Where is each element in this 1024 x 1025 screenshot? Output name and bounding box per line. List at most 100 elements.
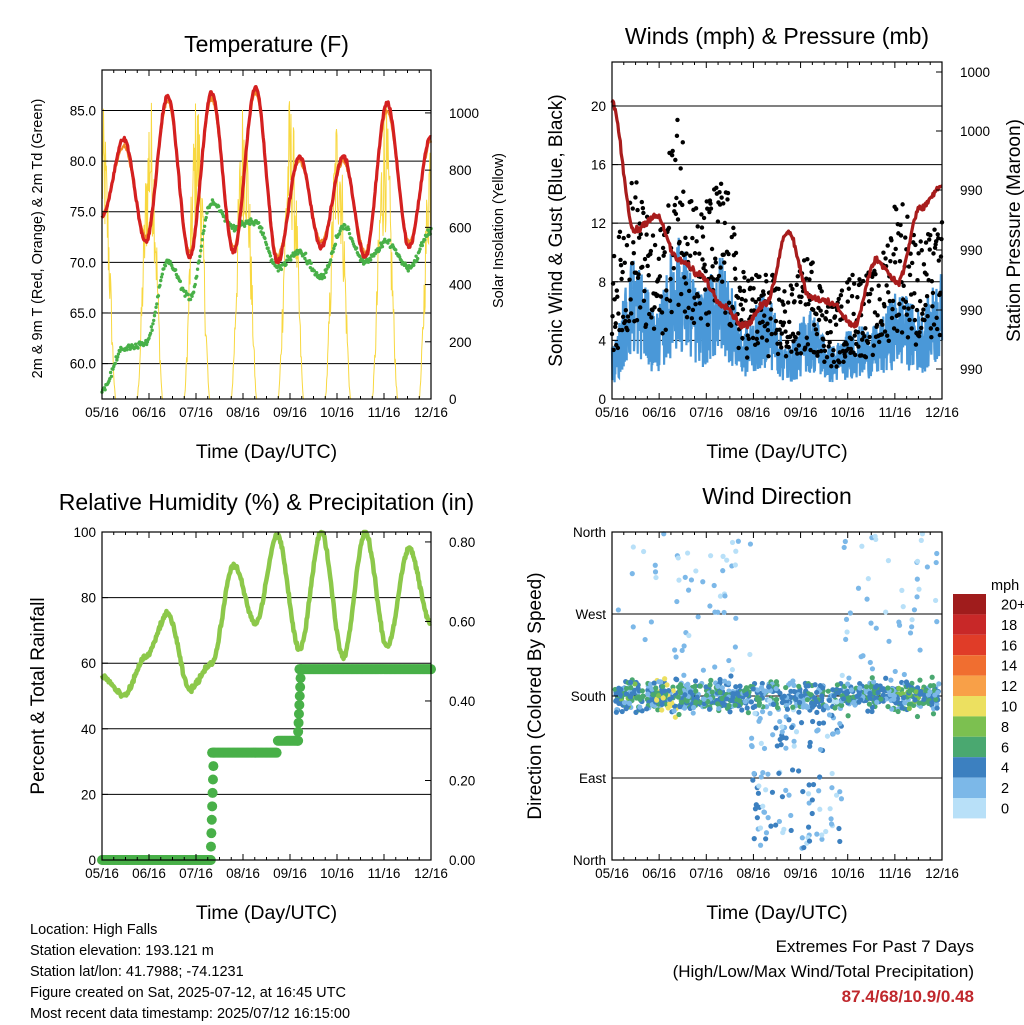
dewpoint-point [406, 269, 410, 273]
direction-point [703, 684, 709, 690]
gust-point [710, 264, 715, 269]
direction-point [783, 787, 789, 793]
dewpoint-point [260, 226, 264, 230]
gust-point [912, 291, 917, 296]
direction-point [796, 768, 802, 774]
direction-point [724, 696, 730, 702]
direction-point [628, 685, 634, 691]
gust-point [851, 281, 857, 286]
direction-point [825, 688, 831, 694]
gust-point [773, 331, 778, 336]
gust-point [815, 353, 820, 358]
gust-point [819, 289, 824, 294]
direction-point [752, 710, 758, 717]
gust-point [830, 352, 835, 358]
gust-point [623, 318, 628, 324]
gust-point [651, 326, 657, 331]
direction-point [661, 688, 668, 694]
gust-point [765, 327, 771, 333]
dewpoint-point [415, 256, 420, 261]
direction-point [774, 743, 780, 749]
gust-point [707, 209, 712, 215]
gust-point [822, 348, 828, 354]
direction-point [872, 533, 878, 539]
gust-point [681, 189, 686, 194]
direction-point [692, 678, 699, 684]
gust-point [756, 296, 762, 302]
gust-point [860, 330, 865, 336]
direction-point [717, 676, 723, 683]
direction-point [715, 701, 721, 707]
direction-point [820, 720, 827, 726]
dewpoint-point [158, 283, 162, 288]
gust-point [746, 336, 751, 342]
direction-point [868, 684, 874, 690]
dewpoint-point [279, 267, 284, 272]
dewpoint-point [331, 250, 335, 254]
gust-point [669, 309, 674, 315]
direction-point [899, 705, 905, 711]
gust-point [663, 327, 668, 333]
x-tick-label: 12/16 [925, 866, 959, 881]
gust-point [709, 246, 715, 252]
legend-title: mph [991, 578, 1019, 594]
y-tick-label: 60 [81, 656, 96, 671]
direction-point [916, 586, 922, 592]
gust-point [795, 274, 800, 279]
dewpoint-point [144, 342, 149, 347]
legend-label: 6 [1001, 740, 1009, 756]
gust-point [699, 212, 704, 217]
direction-point [761, 745, 768, 752]
gust-point [877, 297, 882, 302]
gust-point [660, 245, 666, 251]
x-tick-label: 06/16 [642, 866, 676, 881]
gust-point [698, 316, 704, 321]
direction-point [796, 699, 803, 706]
gust-point [923, 240, 929, 245]
direction-point [800, 788, 806, 795]
direction-point [909, 687, 915, 693]
direction-point [914, 558, 921, 564]
direction-point [783, 684, 789, 691]
direction-point [934, 619, 940, 625]
series-relative-humidity [99, 529, 433, 699]
gust-point [914, 307, 920, 313]
dewpoint-point [387, 238, 392, 242]
direction-point [892, 668, 898, 675]
gust-point [935, 326, 940, 332]
dewpoint-point [125, 347, 129, 352]
gust-point [936, 258, 942, 263]
gust-point [692, 295, 697, 300]
direction-point [709, 689, 715, 695]
direction-point [836, 825, 842, 832]
gust-point [849, 336, 854, 342]
direction-point [799, 835, 805, 841]
direction-point [639, 688, 645, 694]
direction-point [788, 827, 794, 834]
direction-point [627, 694, 634, 700]
direction-point [817, 746, 824, 753]
dewpoint-point [263, 236, 267, 241]
y-tick-label: 8 [598, 275, 606, 290]
y-tick-label: 70.0 [70, 255, 96, 270]
gust-point [928, 233, 933, 238]
gust-point [701, 215, 707, 221]
dewpoint-point [195, 274, 199, 279]
gust-point [761, 292, 766, 297]
gust-point [865, 340, 871, 346]
direction-point [837, 838, 843, 845]
direction-point [695, 614, 701, 620]
legend-label: 0 [1001, 802, 1009, 818]
direction-point [763, 704, 770, 710]
direction-point [918, 688, 924, 695]
direction-point [758, 740, 764, 746]
gust-point [805, 342, 811, 347]
x-tick-label: 05/16 [85, 866, 119, 881]
gust-point [768, 316, 773, 321]
gust-point [789, 292, 795, 297]
dewpoint-point [420, 243, 425, 248]
direction-point [688, 577, 695, 583]
direction-point [773, 686, 779, 692]
direction-point [747, 651, 753, 658]
y2-tick-label: 0.80 [449, 535, 475, 550]
